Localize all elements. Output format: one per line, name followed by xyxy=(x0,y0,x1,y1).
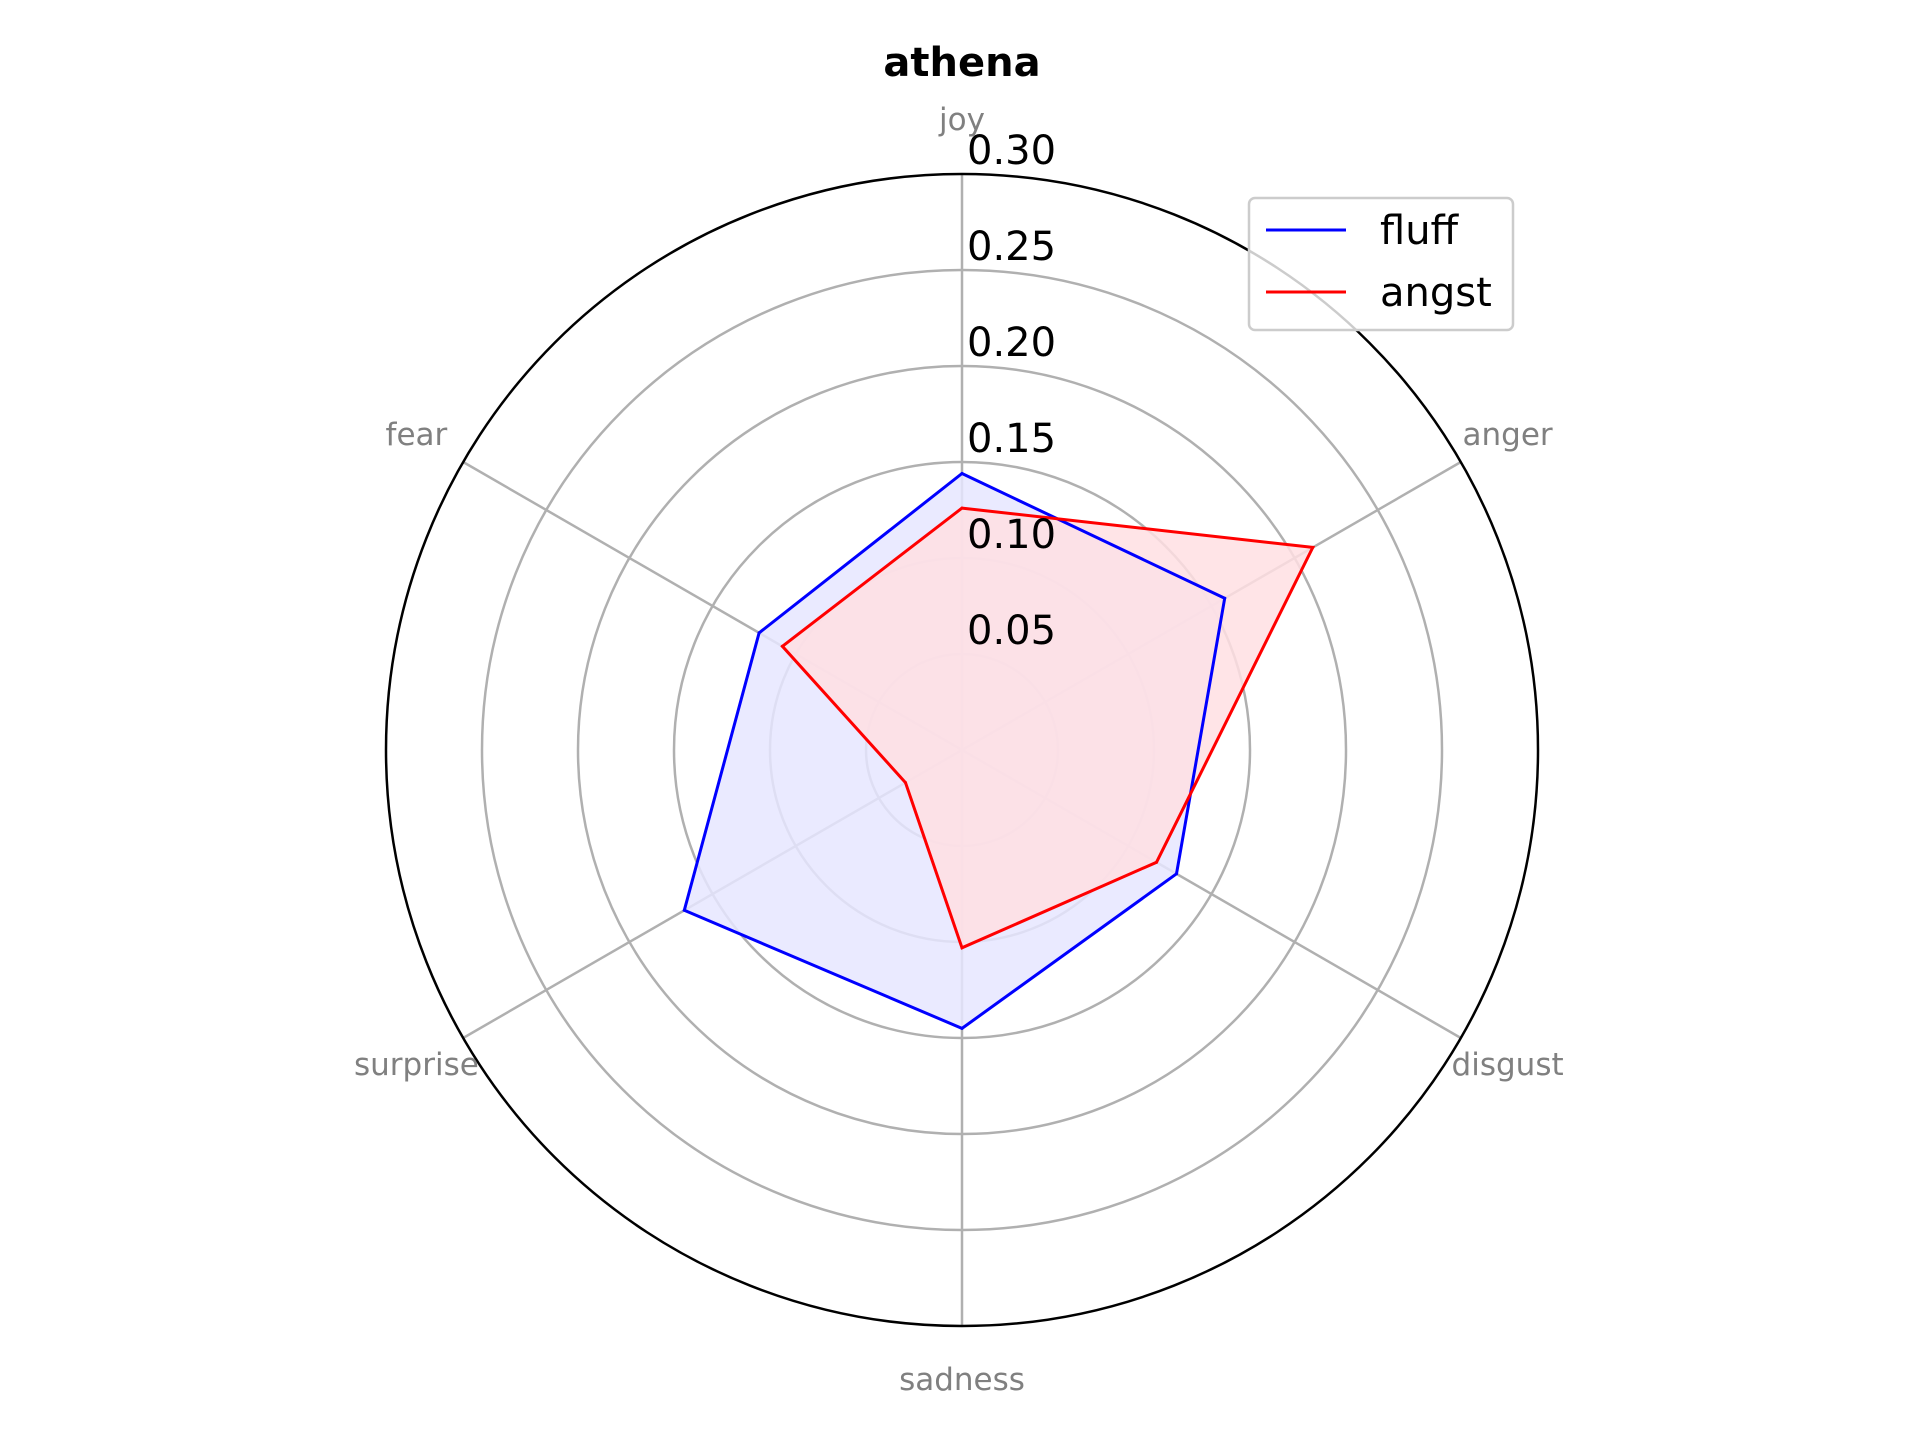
category-labels: joy anger disgust sadness surprise fear xyxy=(354,102,1564,1398)
category-label-anger: anger xyxy=(1463,417,1553,453)
legend-label-angst: angst xyxy=(1380,270,1492,316)
chart-title: athena xyxy=(883,40,1040,86)
category-label-sadness: sadness xyxy=(899,1362,1025,1398)
data-point-fluff-disgust xyxy=(1175,872,1178,876)
data-point-angst-anger xyxy=(1311,545,1315,549)
series-area-angst xyxy=(782,508,1313,948)
data-point-fluff-surprise xyxy=(682,908,686,912)
radial-tick-labels: 0.05 0.10 0.15 0.20 0.25 0.30 xyxy=(967,128,1056,654)
data-point-angst-surprise xyxy=(904,781,907,785)
radial-tick-2: 0.15 xyxy=(967,416,1056,462)
legend-label-fluff: fluff xyxy=(1380,208,1460,254)
category-label-disgust: disgust xyxy=(1452,1047,1564,1083)
data-point-angst-disgust xyxy=(1155,860,1158,864)
radial-tick-3: 0.20 xyxy=(967,320,1056,366)
category-label-fear: fear xyxy=(386,417,448,453)
radial-tick-0: 0.05 xyxy=(967,608,1056,654)
legend: fluff angst xyxy=(1247,196,1515,332)
data-point-fluff-fear xyxy=(757,631,761,635)
outer-ring xyxy=(384,172,1540,1328)
data-point-fluff-anger xyxy=(1223,596,1227,600)
data-point-angst-joy xyxy=(960,506,964,510)
series-group xyxy=(682,471,1316,1031)
data-point-fluff-sadness xyxy=(960,1026,964,1030)
radial-tick-4: 0.25 xyxy=(967,224,1056,270)
data-point-angst-fear xyxy=(780,644,784,648)
category-label-joy: joy xyxy=(938,102,985,138)
radial-tick-1: 0.10 xyxy=(967,512,1056,558)
data-point-angst-sadness xyxy=(960,946,964,950)
data-point-fluff-joy xyxy=(960,472,964,475)
radial-tick-5: 0.30 xyxy=(967,128,1056,174)
category-label-surprise: surprise xyxy=(354,1047,479,1083)
